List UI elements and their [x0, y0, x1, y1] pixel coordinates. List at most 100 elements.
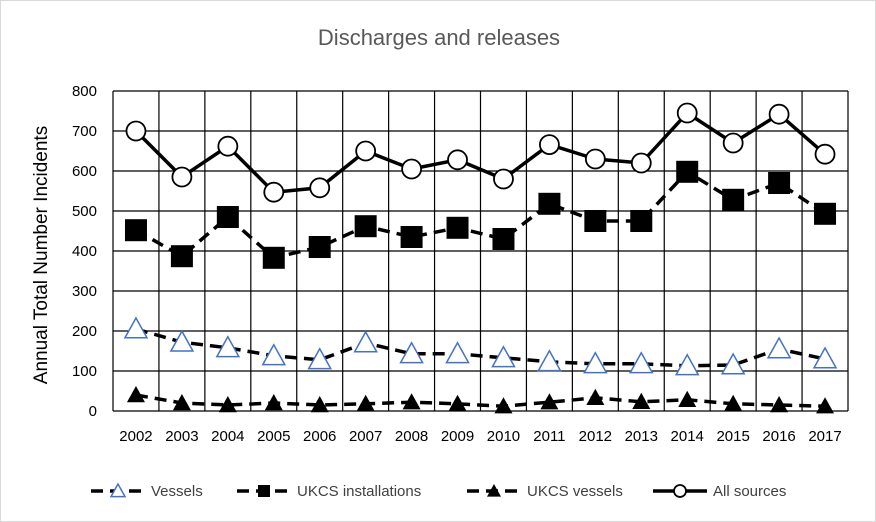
data-point [812, 346, 838, 369]
data-point [169, 329, 195, 352]
legend-marker [487, 484, 501, 497]
x-tick-label: 2006 [303, 428, 336, 445]
data-point [674, 353, 700, 376]
data-point [676, 160, 699, 183]
y-tick-label: 600 [72, 163, 97, 180]
data-point [538, 192, 561, 215]
x-tick-labels: 2002 2003 2004 2005 2006 2007 2008 2009 2010 2011… [119, 428, 841, 445]
y-tick-label: 200 [72, 323, 97, 340]
data-point [448, 394, 467, 411]
data-point [491, 345, 516, 368]
data-point [766, 336, 792, 359]
y-tick-label: 800 [72, 83, 97, 100]
legend-label: UKCS installations [297, 483, 421, 500]
data-point [816, 397, 835, 414]
series-line [135, 170, 827, 260]
series-line [135, 393, 826, 408]
data-point [539, 134, 560, 156]
data-point [540, 393, 559, 410]
data-point [494, 397, 513, 414]
legend-marker [109, 482, 127, 498]
x-tick-label: 2015 [716, 428, 749, 445]
data-point [629, 351, 654, 374]
legend-item: UKCS installations [237, 483, 421, 500]
data-point [215, 335, 241, 358]
data-point [171, 166, 193, 188]
data-point [720, 352, 746, 375]
data-point [583, 351, 608, 374]
x-tick-label: 2011 [533, 428, 565, 445]
y-tick-label: 400 [72, 243, 97, 260]
legend: Vessels UKCS installations UKCS vessels All… [91, 482, 786, 500]
data-point [216, 206, 239, 228]
data-point [399, 341, 424, 364]
series-all-sources [125, 102, 836, 203]
data-point [263, 181, 285, 203]
x-tick-label: 2013 [625, 428, 658, 445]
data-point [170, 245, 193, 268]
data-point [307, 347, 332, 370]
legend-label: UKCS vessels [527, 483, 623, 500]
data-point [261, 343, 287, 366]
data-point [354, 215, 377, 238]
y-tick-label: 700 [72, 123, 97, 140]
data-point [493, 168, 514, 190]
data-point [445, 341, 470, 364]
y-tick-label: 100 [72, 363, 97, 380]
series-line [134, 111, 827, 194]
data-point [126, 386, 145, 403]
data-point [218, 396, 237, 413]
x-tick-label: 2004 [211, 428, 244, 445]
data-point [447, 149, 468, 171]
data-point [353, 330, 378, 353]
data-point [537, 349, 562, 372]
data-point [264, 394, 283, 411]
data-point [632, 392, 651, 409]
x-tick-label: 2014 [671, 428, 704, 445]
data-point [123, 316, 149, 339]
data-point [630, 210, 653, 232]
data-point [584, 148, 606, 170]
y-tick-labels: 0 100 200 300 400 500 600 700 800 [72, 83, 97, 420]
x-tick-label: 2008 [395, 428, 428, 445]
data-point [770, 396, 789, 413]
series-ukcs-vessels [126, 386, 835, 414]
x-tick-label: 2005 [257, 428, 290, 445]
x-tick-label: 2010 [487, 428, 520, 445]
data-point [400, 226, 423, 248]
data-point [355, 140, 377, 162]
data-point [678, 390, 697, 407]
data-point [724, 394, 743, 411]
legend-item: All sources [653, 483, 786, 500]
series-ukcs-installations [124, 160, 837, 269]
x-tick-label: 2009 [441, 428, 474, 445]
data-point [722, 188, 745, 211]
data-point [814, 143, 836, 165]
data-point [217, 135, 239, 157]
legend-marker [673, 484, 687, 498]
data-point [402, 393, 421, 410]
legend-label: Vessels [151, 483, 203, 500]
data-point [768, 172, 791, 194]
x-tick-label: 2002 [119, 428, 152, 445]
data-point [446, 216, 469, 239]
x-tick-label: 2012 [579, 428, 612, 445]
x-tick-label: 2007 [349, 428, 382, 445]
series-vessels [123, 316, 838, 376]
data-point [630, 152, 652, 174]
data-point [768, 103, 790, 125]
data-point [310, 396, 329, 413]
data-point [586, 388, 605, 405]
data-point [262, 246, 285, 269]
data-point [722, 132, 744, 154]
legend-marker [258, 485, 270, 497]
chart-title: Discharges and releases [318, 25, 560, 50]
data-point [492, 228, 515, 250]
data-point [401, 158, 422, 180]
data-point [125, 120, 147, 142]
legend-label: All sources [713, 483, 786, 500]
x-tick-label: 2003 [165, 428, 198, 445]
data-point [308, 236, 331, 258]
